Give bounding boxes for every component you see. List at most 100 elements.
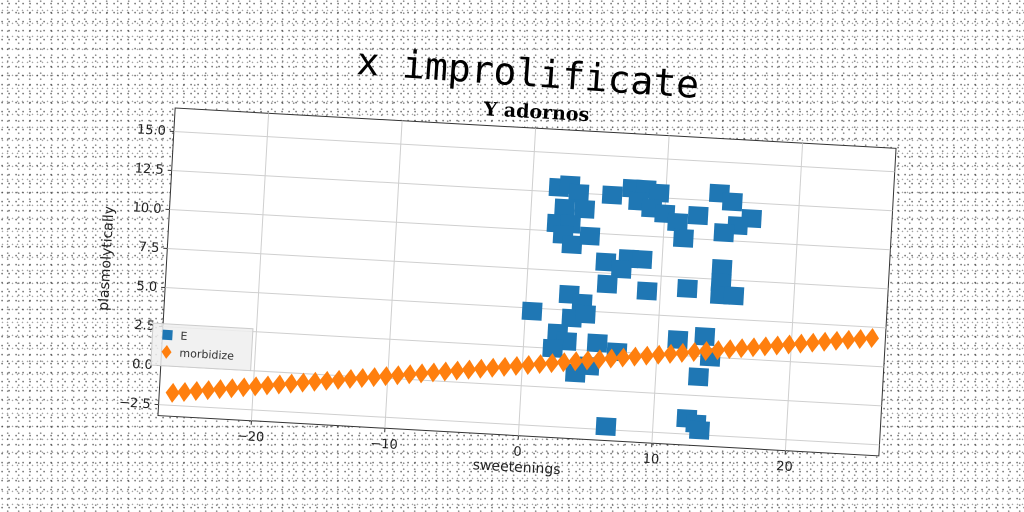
scatter-point-morbidize — [414, 363, 429, 384]
x-tick-label: 0 — [513, 444, 522, 459]
scatter-point-morbidize — [746, 337, 761, 358]
scatter-point-E — [574, 304, 596, 324]
scatter-point-E — [521, 301, 543, 321]
scatter-point-morbidize — [675, 342, 690, 363]
scatter-point-E — [667, 212, 689, 232]
legend-marker-E — [162, 329, 173, 341]
grid-line-x — [250, 113, 270, 421]
scatter-point-morbidize — [485, 357, 500, 378]
scatter-point-morbidize — [426, 362, 441, 383]
y-tick-label: 0.0 — [132, 357, 153, 373]
scatter-point-E — [554, 198, 576, 218]
scatter-point-morbidize — [865, 328, 880, 349]
scatter-point-E — [676, 279, 698, 299]
scatter-point-morbidize — [307, 371, 322, 392]
scatter-point-E — [601, 185, 623, 205]
chart-title: Y adornos — [482, 98, 590, 126]
scatter-point-E — [689, 420, 710, 440]
scatter-point-morbidize — [805, 332, 820, 353]
scatter-point-E — [711, 259, 733, 279]
scatter-point-E — [723, 286, 745, 306]
scatter-point-morbidize — [568, 351, 583, 372]
scatter-point-morbidize — [734, 338, 749, 359]
scatter-point-morbidize — [402, 364, 417, 385]
scatter-point-morbidize — [687, 341, 702, 362]
scatter-point-morbidize — [817, 331, 832, 352]
scatter-point-morbidize — [544, 353, 559, 374]
scatter-point-morbidize — [722, 339, 737, 360]
scatter-point-morbidize — [296, 372, 311, 393]
y-tick-label: −2.5 — [119, 395, 151, 412]
scatter-point-morbidize — [699, 341, 714, 362]
x-tick-label: 10 — [642, 452, 659, 468]
scatter-point-morbidize — [165, 382, 180, 403]
scatter-point-E — [631, 249, 653, 269]
plot-area: −2.5 0.0 2.5 5.0 7.5 10.0 12.5 15.0 −20 −10 0 10 20… — [96, 98, 897, 478]
scatter-point-E — [694, 326, 716, 347]
x-tick-label: −20 — [236, 429, 264, 446]
scatter-point-morbidize — [450, 360, 465, 381]
scatter-point-morbidize — [189, 381, 204, 402]
scatter-point-morbidize — [770, 335, 785, 356]
y-tick-label: 15.0 — [137, 122, 167, 139]
y-tick-label: 2.5 — [134, 318, 155, 334]
scatter-point-morbidize — [758, 336, 773, 357]
scatter-point-E — [713, 223, 735, 243]
scatter-point-morbidize — [782, 334, 797, 355]
scatter-point-E — [574, 199, 596, 219]
scatter-point-morbidize — [224, 378, 239, 399]
y-axis-label: plasmolytically — [96, 206, 118, 311]
scatter-point-morbidize — [651, 344, 666, 365]
scatter-point-morbidize — [627, 346, 642, 367]
scatter-point-morbidize — [639, 345, 654, 366]
scatter-point-morbidize — [438, 361, 453, 382]
scatter-point-E — [595, 416, 617, 437]
data-marks — [165, 175, 880, 440]
scatter-point-E — [687, 206, 709, 226]
y-tick-label: 12.5 — [134, 161, 164, 178]
scatter-point-morbidize — [853, 328, 868, 349]
scatter-point-morbidize — [343, 368, 358, 389]
scatter-point-morbidize — [260, 375, 275, 396]
y-tick-label: 5.0 — [136, 279, 157, 295]
y-tick-label: 7.5 — [138, 240, 159, 256]
x-axis-ticks: −20 −10 0 10 20 — [236, 420, 793, 475]
scatter-point-morbidize — [580, 350, 595, 371]
legend-box — [150, 322, 254, 372]
scatter-point-morbidize — [556, 352, 571, 373]
grid-line-x — [517, 128, 537, 436]
scatter-point-morbidize — [521, 355, 536, 375]
scatter-point-E — [564, 363, 586, 383]
scatter-point-morbidize — [663, 343, 678, 364]
x-tick-label: 20 — [776, 459, 793, 475]
scatter-point-E — [610, 259, 632, 279]
scatter-point-morbidize — [841, 329, 856, 350]
scatter-point-morbidize — [509, 355, 524, 376]
scatter-point-morbidize — [793, 333, 808, 354]
scatter-point-morbidize — [355, 368, 370, 388]
scatter-point-morbidize — [710, 340, 725, 361]
scatter-point-E — [561, 234, 583, 255]
y-axis-ticks: −2.5 0.0 2.5 5.0 7.5 10.0 12.5 15.0 — [119, 122, 174, 412]
scatter-point-morbidize — [213, 379, 228, 400]
scatter-point-E — [648, 183, 670, 203]
figure-title: x improlificate — [355, 39, 700, 107]
scatter-point-morbidize — [592, 349, 607, 370]
scatter-point-morbidize — [379, 366, 393, 387]
scatter-point-morbidize — [236, 377, 251, 398]
scatter-point-morbidize — [533, 354, 548, 375]
scatter-point-morbidize — [367, 367, 382, 388]
legend-label-E: E — [180, 330, 188, 343]
scatter-point-morbidize — [331, 369, 346, 390]
scatter-point-E — [687, 367, 709, 387]
legend-label-morbidize: morbidize — [179, 347, 234, 363]
scatter-point-E — [568, 183, 590, 203]
x-axis-label: sweetenings — [472, 457, 561, 478]
scatter-point-morbidize — [473, 358, 488, 379]
scatter-point-E — [721, 192, 743, 212]
grid — [158, 113, 895, 451]
scatter-point-morbidize — [497, 356, 512, 377]
scatter-point-morbidize — [604, 348, 619, 369]
scatter-point-morbidize — [248, 376, 263, 397]
scatter-point-morbidize — [177, 381, 192, 402]
